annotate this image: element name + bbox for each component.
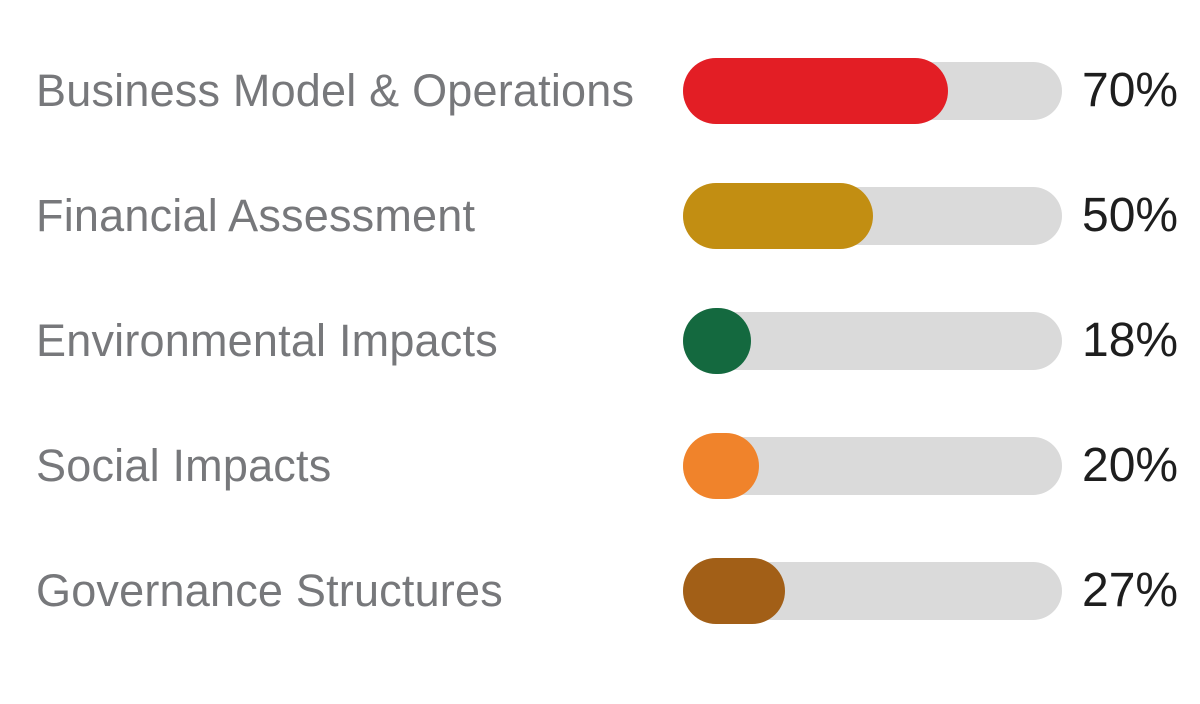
- percent-value: 70%: [1082, 64, 1179, 117]
- category-label: Social Impacts: [36, 439, 332, 491]
- percent-value: 27%: [1082, 564, 1179, 617]
- progress-bar: [683, 182, 1062, 249]
- category-label: Environmental Impacts: [36, 314, 498, 366]
- percent-value: 20%: [1082, 439, 1179, 492]
- progress-chart-body: Business Model & Operations 70% Financia…: [0, 28, 1200, 653]
- percent-value: 18%: [1082, 314, 1179, 367]
- progress-fill: [683, 57, 949, 124]
- progress-bar: [683, 57, 1062, 124]
- progress-bar: [683, 432, 1062, 499]
- progress-fill: [683, 432, 759, 499]
- progress-fill: [683, 557, 786, 624]
- progress-bar: [683, 557, 1062, 624]
- progress-row: Financial Assessment 50%: [0, 153, 1200, 278]
- progress-row: Social Impacts 20%: [0, 403, 1200, 528]
- progress-row: Environmental Impacts 18%: [0, 278, 1200, 403]
- category-label: Governance Structures: [36, 564, 503, 616]
- progress-fill: [683, 307, 752, 374]
- percent-value: 50%: [1082, 189, 1179, 242]
- progress-bar: [683, 307, 1062, 374]
- progress-row: Governance Structures 27%: [0, 528, 1200, 653]
- category-label: Financial Assessment: [36, 189, 476, 241]
- progress-fill: [683, 182, 873, 249]
- category-label: Business Model & Operations: [36, 64, 635, 116]
- progress-row: Business Model & Operations 70%: [0, 28, 1200, 153]
